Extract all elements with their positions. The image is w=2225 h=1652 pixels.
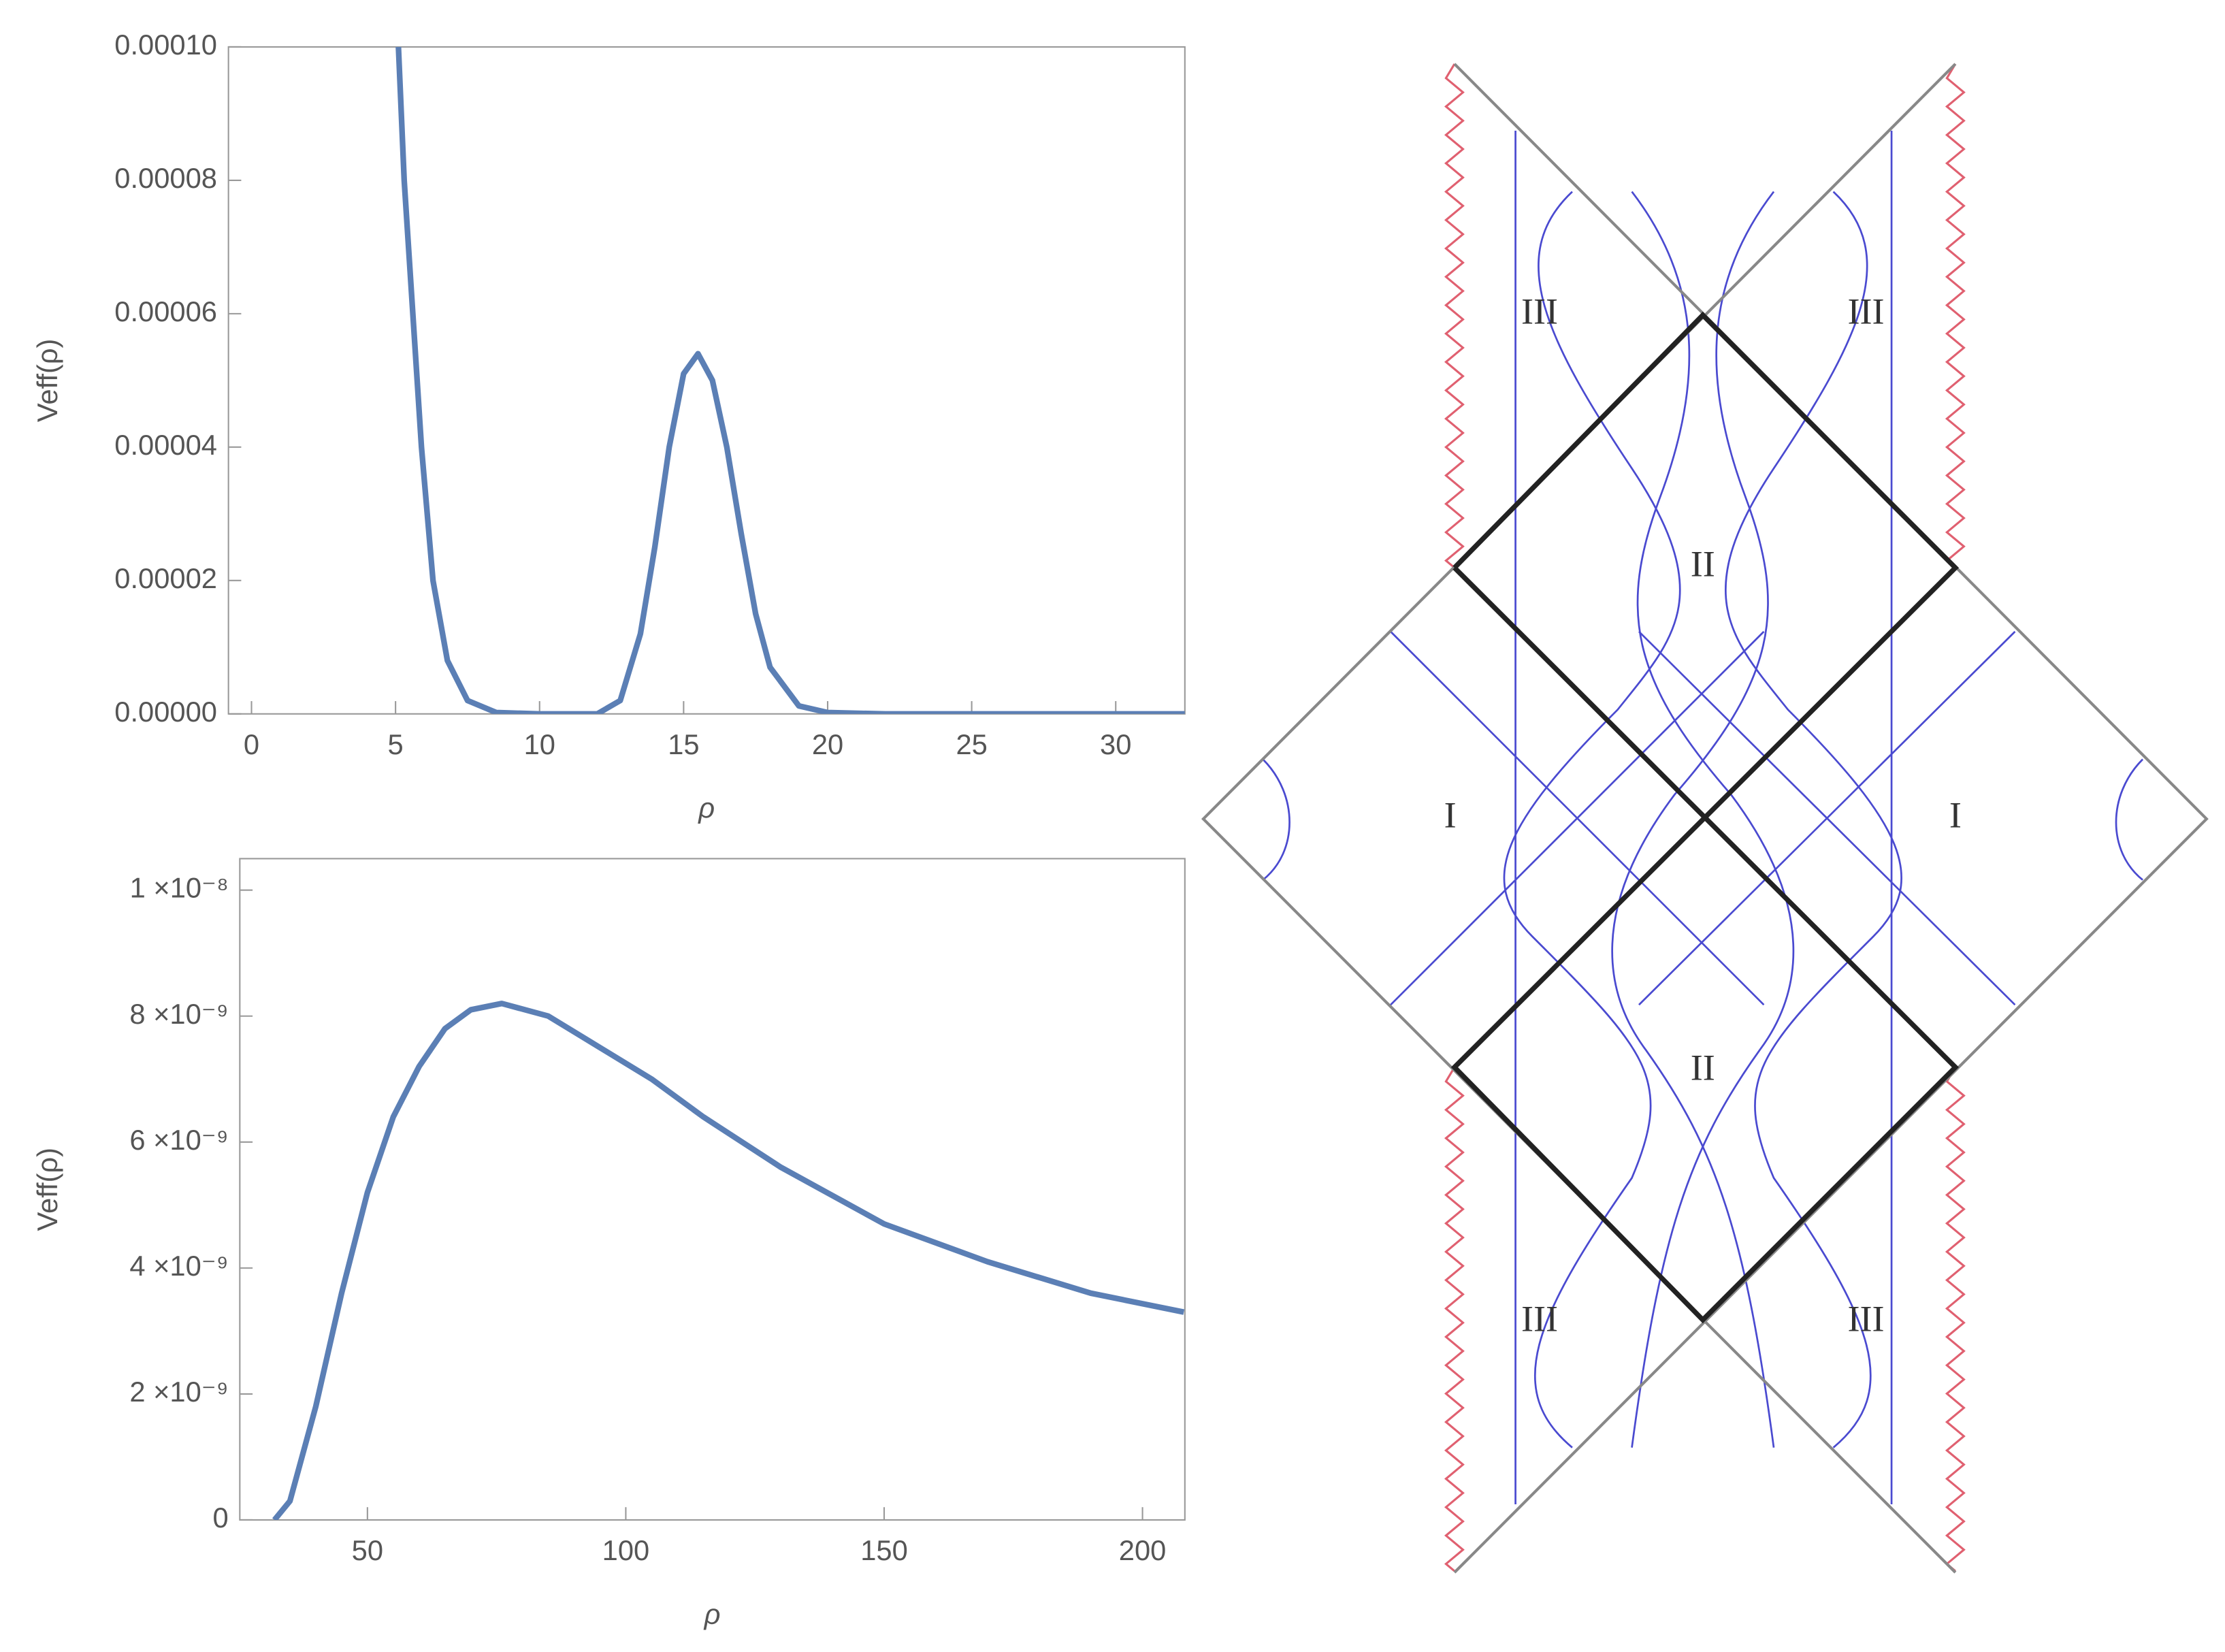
x-tick-label: 150 (860, 1534, 908, 1566)
x-tick-label: 50 (352, 1534, 383, 1566)
worldline (1631, 191, 1795, 1448)
y-axis-label: Veff(ρ) (31, 339, 63, 423)
worldline (1724, 191, 1902, 1448)
x-tick-label: 15 (668, 728, 699, 760)
region-label: III (1847, 1299, 1884, 1340)
y-tick-label: 0.00006 (114, 295, 217, 327)
singularity (1444, 1067, 1465, 1572)
plot-frame (239, 858, 1186, 1521)
x-tick-label: 100 (602, 1534, 650, 1566)
y-tick-label: 8 ×10⁻⁹ (129, 998, 228, 1030)
y-tick-label: 0 (212, 1502, 228, 1534)
y-tick-label: 2 ×10⁻⁹ (129, 1376, 228, 1408)
region-label: II (1691, 1048, 1715, 1088)
y-tick-label: 1 ×10⁻⁸ (130, 872, 229, 904)
worldline (1611, 191, 1775, 1448)
y-tick-label: 0.00010 (114, 29, 217, 61)
worldline (1503, 191, 1681, 1448)
region-label: II (1691, 544, 1715, 585)
x-tick-label: 25 (956, 728, 987, 760)
horizon (1450, 311, 1960, 1324)
region-label: III (1521, 1299, 1558, 1340)
y-tick-label: 0.00008 (114, 162, 217, 194)
worldline (1262, 758, 2144, 881)
region-label: III (1521, 291, 1558, 331)
x-axis-label: ρ (697, 792, 715, 824)
region-label: I (1444, 795, 1457, 836)
data-line (272, 1001, 1185, 1520)
x-tick-label: 10 (524, 728, 555, 760)
singularity (1444, 63, 1465, 569)
worldline (1390, 130, 2016, 1505)
x-axis-label: ρ (703, 1598, 721, 1630)
x-tick-label: 0 (244, 728, 259, 760)
y-tick-label: 6 ×10⁻⁹ (129, 1124, 228, 1156)
y-tick-label: 0.00000 (114, 696, 217, 728)
penrose-diagram: III III II I I II III III (1201, 63, 2209, 1574)
y-tick-label: 0.00004 (114, 429, 217, 461)
region-label: III (1847, 291, 1884, 331)
region-label: I (1949, 795, 1962, 836)
x-tick-label: 200 (1119, 1534, 1167, 1566)
plot-frame (227, 46, 1186, 715)
x-tick-label: 5 (388, 728, 404, 760)
singularity (1945, 63, 1966, 569)
y-tick-label: 4 ×10⁻⁹ (129, 1250, 228, 1282)
x-tick-label: 30 (1100, 728, 1131, 760)
y-tick-label: 0.00002 (114, 562, 217, 594)
data-line (395, 46, 1185, 714)
x-tick-label: 20 (812, 728, 843, 760)
y-axis-label: Veff(ρ) (31, 1148, 63, 1231)
singularity (1945, 1067, 1966, 1572)
